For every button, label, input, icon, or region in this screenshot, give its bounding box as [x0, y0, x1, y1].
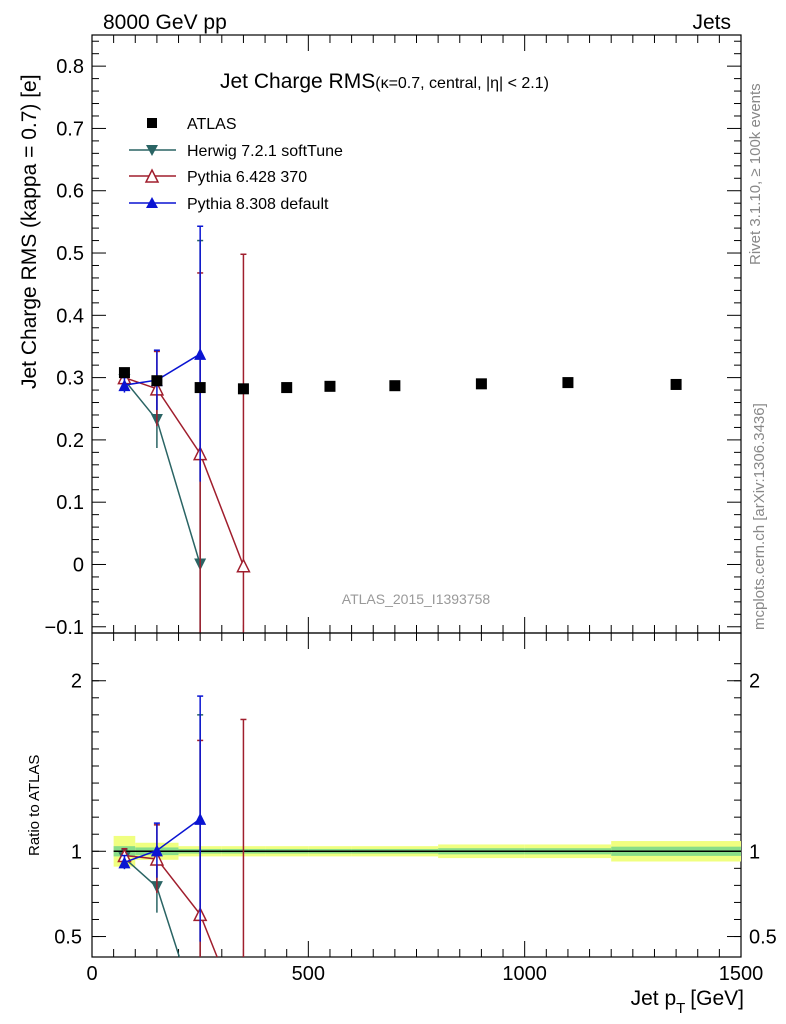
legend-label-herwig: Herwig 7.2.1 softTune	[187, 143, 343, 160]
energy-label: 8000 GeV pp	[103, 11, 227, 34]
legend-marker-pythia6	[144, 168, 160, 183]
main-atlas-point	[118, 367, 130, 379]
ratio-data-point	[150, 844, 163, 857]
main-atlas-point	[281, 382, 293, 394]
main-atlas-point	[670, 378, 682, 390]
ratio-frame	[91, 632, 742, 958]
main-ytick-label: 0.8	[56, 56, 84, 78]
ratio-ytick-label-right: 2	[749, 671, 760, 693]
main-data-point	[194, 347, 207, 360]
main-data-point	[236, 558, 251, 573]
mcplots-label: mcplots.cern.ch [arXiv:1306.3436]	[751, 403, 768, 630]
main-atlas-point	[389, 380, 401, 392]
main-ytick-label: 0	[73, 554, 84, 576]
legend-marker-herwig	[146, 145, 158, 156]
analysis-label: ATLAS_2015_I1393758	[342, 591, 491, 607]
xlabel-main: Jet p	[631, 987, 677, 1010]
legend-entry-atlas: ATLAS	[147, 116, 237, 133]
ratio-series-line	[124, 854, 218, 958]
legend: ATLAS Herwig 7.2.1 softTune Pythia 6.428…	[129, 116, 343, 213]
main-atlas-point	[475, 378, 487, 390]
ratio-data-point	[118, 856, 131, 869]
ratio-ytick-label-right: 0.5	[749, 927, 777, 949]
main-ylabel: Jet Charge RMS (kappa = 0.7) [e]	[18, 74, 41, 389]
ratio-xtick-label: 1500	[719, 963, 764, 985]
main-atlas-point	[562, 377, 574, 389]
ratio-data-point	[194, 812, 207, 825]
main-ytick-label: 0.3	[56, 368, 84, 390]
main-ytick-label: 0.7	[56, 118, 84, 140]
xlabel-sub: T	[676, 1000, 685, 1017]
legend-label-atlas: ATLAS	[187, 116, 237, 133]
main-series-line	[124, 376, 245, 566]
ratio-xlabel: Jet pT [GeV]	[631, 987, 744, 1017]
chart-title: Jet Charge RMS(κ=0.7, central, |η| < 2.1…	[220, 70, 549, 93]
rivet-label: Rivet 3.1.10, ≥ 100k events	[747, 83, 764, 265]
main-atlas-point	[151, 375, 163, 387]
legend-label-pythia8: Pythia 8.308 default	[187, 196, 329, 213]
main-ytick-label: −0.1	[45, 617, 84, 639]
ratio-xtick-label: 1000	[502, 963, 547, 985]
category-label: Jets	[692, 11, 731, 34]
legend-entry-herwig: Herwig 7.2.1 softTune	[129, 143, 343, 160]
main-series-line	[123, 379, 201, 565]
legend-entry-pythia6: Pythia 6.428 370	[129, 168, 307, 186]
ratio-ylabel: Ratio to ATLAS	[26, 755, 43, 856]
main-panel: −0.1 0 0.1 0.2 0.3 0.4 0.5 0.6 0.7 0.8	[45, 34, 742, 639]
ratio-ytick-label: 0.5	[54, 927, 82, 949]
chart-title-main: Jet Charge RMS	[220, 70, 375, 93]
main-ytick-label: 0.4	[56, 305, 84, 327]
ratio-ytick-label-right: 1	[749, 841, 760, 863]
ratio-xtick-label: 0	[86, 963, 97, 985]
main-atlas-point	[324, 380, 336, 392]
ratio-ytick-label: 1	[71, 841, 82, 863]
ratio-panel: 0 500 1000 1500 0.5 0.5 1 1 2 2	[54, 632, 777, 985]
ratio-ytick-label: 2	[71, 671, 82, 693]
ratio-xtick-label: 500	[292, 963, 325, 985]
legend-label-pythia6: Pythia 6.428 370	[187, 169, 307, 186]
ratio-series-line	[123, 857, 181, 958]
main-ytick-label: 0.2	[56, 430, 84, 452]
chart-title-sub: (κ=0.7, central, |η| < 2.1)	[375, 75, 549, 92]
legend-entry-pythia8: Pythia 8.308 default	[129, 196, 329, 213]
main-ytick-label: 0.5	[56, 243, 84, 265]
legend-marker-pythia8	[146, 197, 158, 208]
main-atlas-point	[237, 383, 249, 395]
main-ytick-label: 0.6	[56, 181, 84, 203]
main-ytick-label: 0.1	[56, 492, 84, 514]
xlabel-unit: [GeV]	[690, 987, 744, 1010]
main-data-point	[118, 379, 131, 392]
main-atlas-point	[194, 382, 206, 394]
legend-marker-atlas	[147, 118, 157, 128]
